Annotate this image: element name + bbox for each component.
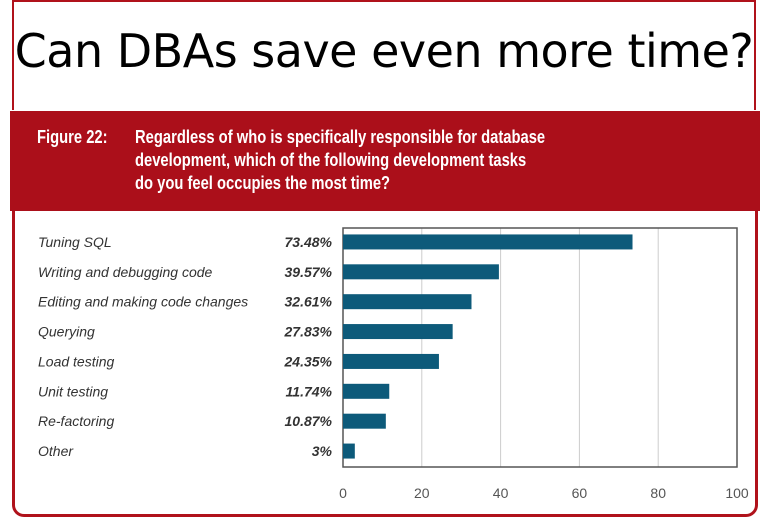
bar — [343, 443, 355, 459]
category-label: Load testing — [38, 353, 114, 369]
category-label: Tuning SQL — [38, 234, 112, 250]
slide-title: Can DBAs save even more time? — [14, 24, 754, 78]
data-label: 11.74% — [286, 383, 333, 399]
category-label: Unit testing — [38, 383, 108, 399]
category-label: Re-factoring — [38, 413, 114, 429]
x-tick-label: 40 — [493, 485, 509, 501]
category-label: Other — [38, 443, 74, 459]
bar — [343, 324, 453, 340]
x-tick-label: 20 — [414, 485, 430, 501]
bar — [343, 294, 472, 310]
bar — [343, 383, 390, 399]
category-label: Writing and debugging code — [38, 264, 213, 280]
x-tick-label: 80 — [650, 485, 666, 501]
data-label: 32.61% — [285, 294, 333, 310]
figure-question: Regardless of who is specifically respon… — [135, 127, 546, 193]
bar — [343, 413, 386, 429]
plot-frame — [342, 227, 738, 468]
data-label: 10.87% — [285, 413, 333, 429]
data-label: 3% — [312, 443, 333, 459]
data-label: 24.35% — [284, 353, 333, 369]
figure-label: Figure 22: — [37, 127, 108, 147]
category-label: Querying — [38, 324, 95, 340]
x-tick-label: 100 — [725, 485, 749, 501]
figure-banner: Figure 22: Regardless of who is specific… — [10, 111, 760, 211]
data-label: 73.48% — [285, 234, 333, 250]
category-label: Editing and making code changes — [38, 294, 248, 310]
x-tick-label: 0 — [339, 485, 347, 501]
bar — [343, 353, 439, 369]
x-tick-label: 60 — [572, 485, 588, 501]
data-label: 39.57% — [285, 264, 333, 280]
bar — [343, 234, 633, 250]
chart-panel — [12, 211, 758, 517]
bar — [343, 264, 499, 280]
data-label: 27.83% — [284, 324, 333, 340]
title-box: Can DBAs save even more time? — [12, 0, 756, 110]
